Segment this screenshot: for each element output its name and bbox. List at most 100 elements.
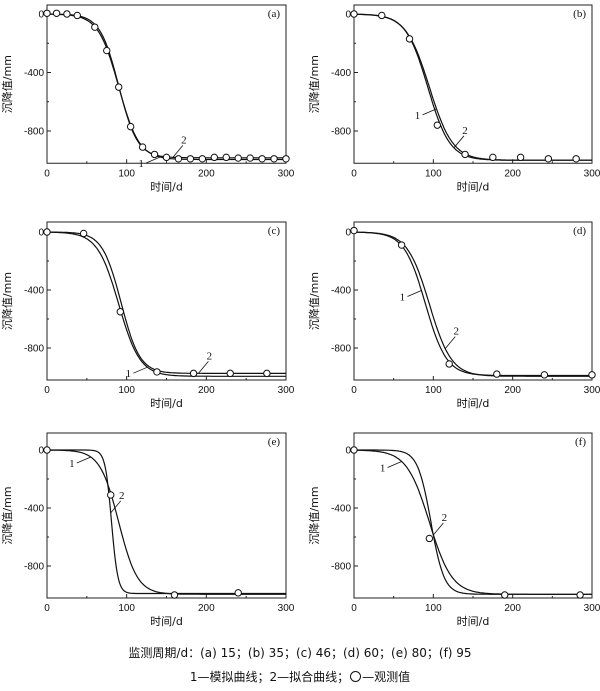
observed-point (350, 446, 358, 454)
y-tick-label: -400 (24, 68, 44, 79)
panel-label: (a) (268, 8, 281, 20)
observation-circle-icon (350, 671, 362, 682)
curve-label-leader (110, 500, 122, 514)
observed-point (222, 153, 230, 162)
curve-fitted (47, 449, 286, 595)
y-axis-label: 沉降值/mm (307, 486, 321, 544)
curve-label-leader (422, 108, 437, 116)
y-tick-label: -800 (24, 562, 44, 573)
y-tick-label: 0 (38, 446, 44, 457)
curve-label-2: 2 (442, 512, 448, 524)
observed-point (103, 46, 111, 55)
x-tick-label: 300 (278, 603, 295, 614)
curve-label-2: 2 (462, 125, 468, 137)
plot-frame (46, 4, 287, 164)
observed-point (43, 9, 51, 17)
panel-f: 0 100 200 300 0 -400 -800 时间/d 沉降值/mm (f) 1 2 (307, 432, 600, 628)
observed-point (270, 155, 278, 163)
observed-point (350, 226, 358, 235)
observed-point (189, 369, 198, 378)
curve-label-leader (444, 336, 456, 349)
y-tick-label: -400 (24, 286, 44, 297)
observed-point (138, 143, 147, 151)
observed-point (126, 122, 135, 131)
observed-point (405, 35, 414, 43)
x-tick-label: 200 (504, 385, 521, 396)
curve-fitted (47, 13, 286, 159)
y-tick-label: -400 (331, 68, 351, 79)
curve-simulated (47, 449, 286, 595)
observed-point (350, 10, 358, 18)
curve-label-1: 1 (138, 158, 144, 170)
x-tick-label: 100 (425, 603, 442, 614)
x-axis-label: 时间/d (150, 180, 183, 193)
x-tick-label: 300 (584, 385, 600, 396)
curve-label-leader (76, 456, 91, 464)
observed-point (91, 23, 99, 31)
plot-frame (46, 432, 287, 599)
y-tick-label: -400 (331, 286, 351, 297)
plot-frame (46, 221, 287, 381)
y-axis-label: 沉降值/mm (0, 486, 14, 544)
plot-frame (353, 432, 593, 599)
observed-point (501, 591, 509, 599)
curve-simulated (47, 13, 286, 161)
curve-label-2: 2 (181, 134, 187, 146)
panel-e: 0 100 200 300 0 -400 -800 时间/d 沉降值/mm (e) 1 2 (0, 432, 295, 628)
curve-simulated (354, 449, 592, 595)
x-tick-label: 0 (44, 603, 50, 614)
observed-point (210, 153, 219, 162)
observed-point (226, 369, 234, 378)
y-tick-label: -800 (331, 127, 351, 138)
curve-fitted (354, 13, 592, 161)
observed-point (493, 370, 501, 378)
panel-a: 0 100 200 300 0 -400 -800 时间/d 沉降值/mm (a) 1 2 (0, 4, 295, 193)
x-tick-label: 300 (584, 603, 600, 614)
observed-point (397, 241, 406, 249)
caption-monitoring-periods: 监测周期/d：(a) 15；(b) 35；(c) 46；(d) 60；(e) 8… (128, 646, 472, 660)
observed-point (263, 369, 271, 378)
observed-point (433, 121, 441, 129)
x-tick-label: 0 (351, 385, 357, 396)
observed-point (258, 155, 266, 163)
plot-frame (353, 221, 593, 381)
legend-curves-text: 1—模拟曲线；2—拟合曲线； (189, 670, 350, 684)
panel-label: (b) (573, 8, 586, 20)
curve-label-1: 1 (380, 462, 386, 474)
curve-label-2: 2 (453, 326, 459, 338)
y-tick-label: -800 (24, 344, 44, 355)
observed-point (116, 308, 124, 316)
y-tick-label: 0 (38, 228, 44, 239)
x-axis-label: 时间/d (457, 615, 490, 628)
curve-label-leader (145, 156, 161, 164)
observed-point (43, 228, 51, 236)
y-axis-label: 沉降值/mm (307, 272, 321, 330)
x-tick-label: 0 (351, 603, 357, 614)
observed-point (186, 155, 195, 163)
observed-point (174, 155, 183, 163)
x-tick-label: 300 (278, 385, 295, 396)
x-tick-label: 200 (198, 385, 215, 396)
x-axis-label: 时间/d (457, 180, 490, 193)
x-tick-label: 100 (118, 603, 135, 614)
curve-label-leader (133, 366, 148, 374)
y-axis-label: 沉降值/mm (0, 55, 14, 113)
plot-frame (353, 4, 593, 164)
panel-b: 0 100 200 300 0 -400 -800 时间/d 沉降值/mm (b) 1 2 (307, 4, 600, 193)
panel-label: (e) (268, 436, 281, 448)
x-tick-label: 100 (425, 168, 442, 179)
curve-label-leader (172, 145, 184, 158)
x-tick-label: 0 (351, 168, 357, 179)
curve-label-2: 2 (119, 490, 125, 502)
y-axis-label: 沉降值/mm (307, 55, 321, 113)
observed-point (107, 491, 115, 499)
y-tick-label: -800 (331, 344, 351, 355)
observed-point (52, 9, 61, 17)
x-axis-label: 时间/d (150, 397, 183, 410)
x-tick-label: 300 (584, 168, 600, 179)
panel-c: 0 100 200 300 0 -400 -800 时间/d 沉降值/mm (c) 1 2 (0, 221, 295, 410)
curve-label-leader (198, 361, 209, 374)
observed-point (282, 155, 290, 163)
observed-point (234, 589, 242, 597)
curve-label-1: 1 (415, 110, 421, 122)
